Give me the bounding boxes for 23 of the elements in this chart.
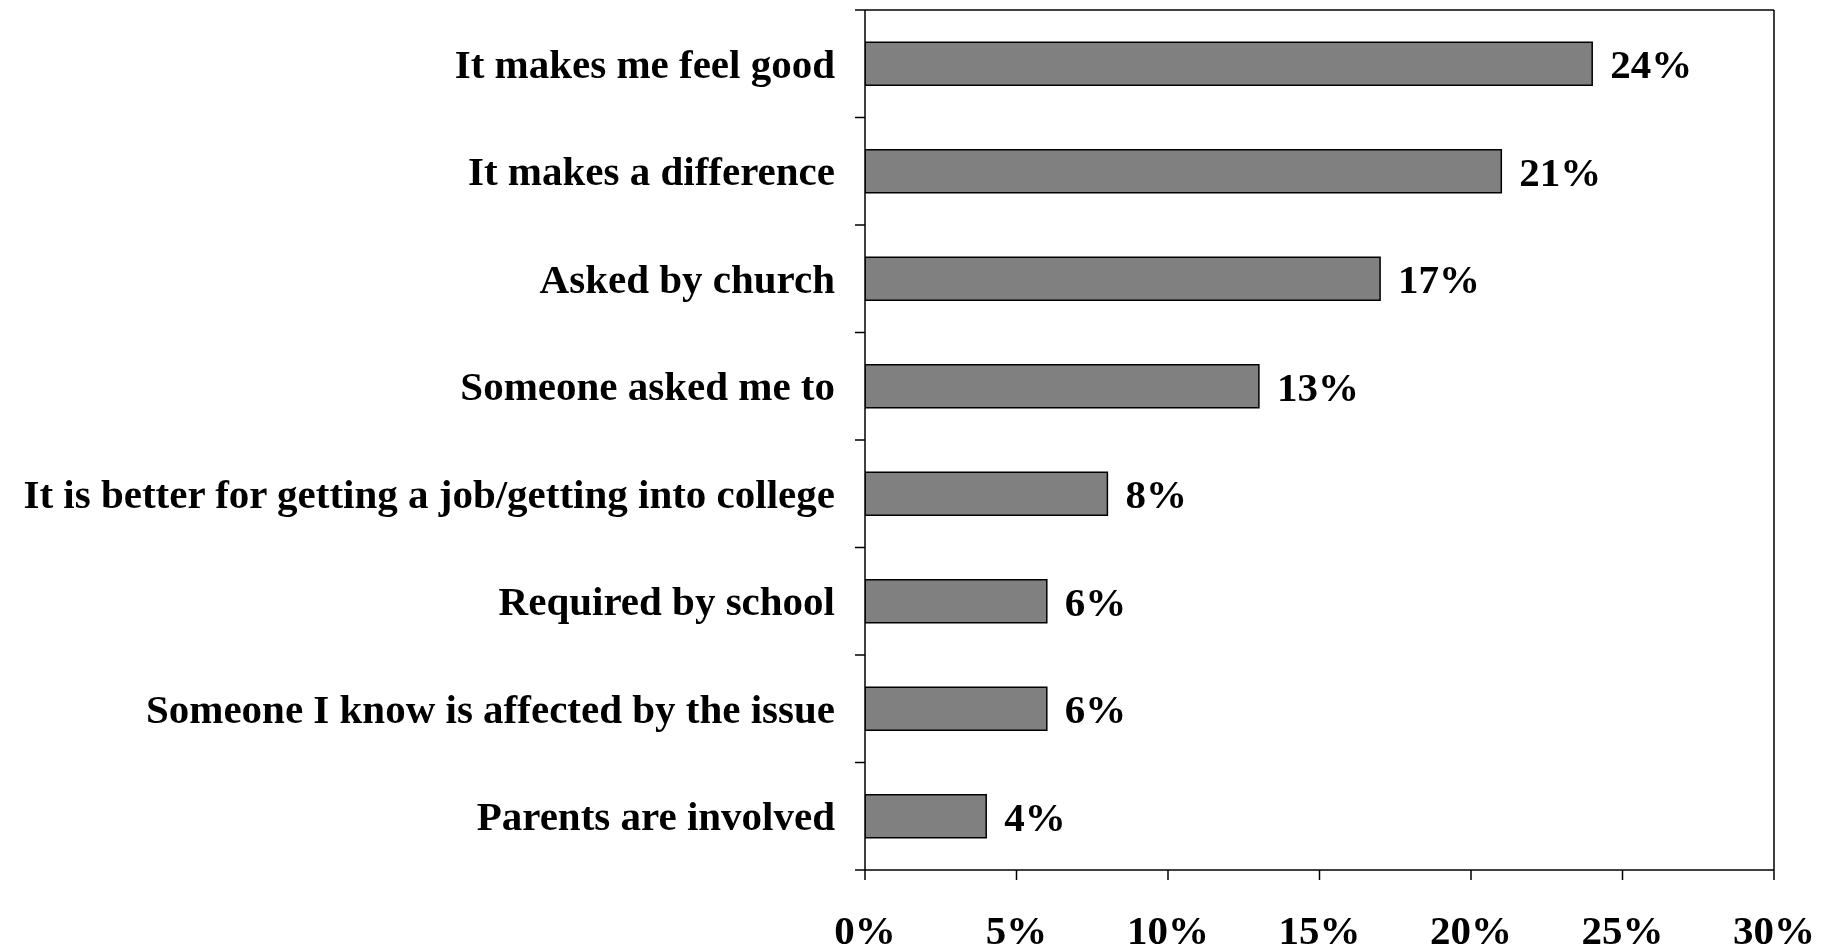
data-label: 13%	[1276, 363, 1359, 410]
y-tick-label: It makes a difference	[467, 148, 835, 195]
x-tick-label: 25%	[1581, 907, 1664, 952]
data-label: 17%	[1398, 256, 1481, 303]
y-tick-label: Asked by church	[539, 255, 836, 302]
x-tick-label: 0%	[834, 907, 896, 952]
x-tick-label: 5%	[985, 907, 1048, 952]
y-tick-label: It is better for getting a job/getting into college	[23, 470, 835, 517]
x-tick-label: 30%	[1733, 907, 1815, 952]
x-tick-label: 10%	[1127, 907, 1209, 952]
y-tick-label: Parents are involved	[476, 793, 836, 840]
data-label: 4%	[1004, 793, 1066, 840]
data-label: 8%	[1125, 471, 1187, 518]
y-tick-label: Someone I know is affected by the issue	[145, 685, 835, 732]
data-label: 6%	[1064, 578, 1127, 625]
x-tick-label: 15%	[1278, 907, 1361, 952]
data-label: 6%	[1064, 686, 1127, 733]
data-label: 24%	[1610, 41, 1693, 88]
y-tick-label: Required by school	[498, 578, 835, 625]
data-label: 21%	[1519, 148, 1602, 195]
x-tick-label: 20%	[1430, 907, 1512, 952]
y-tick-label: Someone asked me to	[460, 363, 835, 410]
y-tick-label: It makes me feel good	[454, 40, 836, 87]
